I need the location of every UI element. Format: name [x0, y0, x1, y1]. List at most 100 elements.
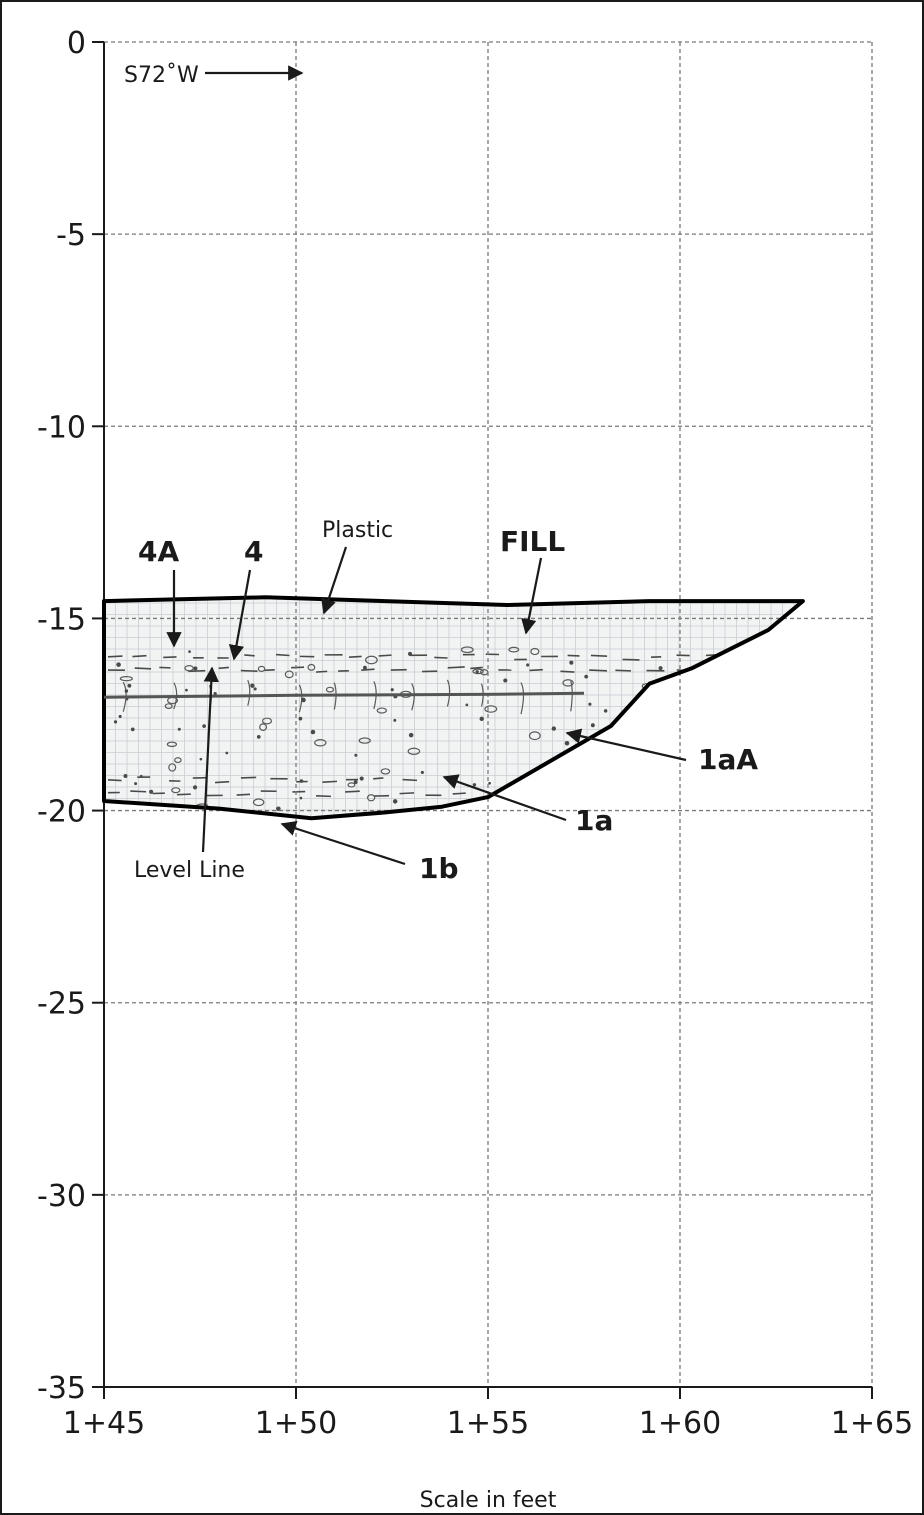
- sketch-pebble: [562, 679, 574, 687]
- sketch-dot: [558, 788, 562, 791]
- sketch-dot: [188, 650, 191, 653]
- sketch-dot: [465, 703, 469, 707]
- sketch-dot: [127, 683, 132, 688]
- sketch-pebble: [168, 763, 177, 772]
- sketch-pebble: [508, 646, 520, 653]
- sketch-dot: [130, 727, 135, 732]
- trench-outline: [102, 595, 805, 821]
- sketch-dash: [470, 666, 483, 670]
- sketch-dash: [348, 655, 362, 658]
- sketch-pebble: [695, 688, 707, 696]
- unit-label-fill: FILL: [500, 525, 565, 558]
- sketch-dot: [643, 755, 648, 760]
- sketch-dot: [353, 780, 358, 785]
- sketch-dot: [569, 660, 574, 665]
- sketch-bracket: [373, 681, 377, 710]
- sketch-pebble: [257, 665, 266, 672]
- sketch-dash: [291, 666, 305, 669]
- level-line: [103, 691, 585, 699]
- sketch-dot: [124, 689, 129, 693]
- sketch-dot: [299, 796, 303, 800]
- sketch-dot: [633, 763, 639, 769]
- sketch-dot: [632, 704, 637, 709]
- y-tick-label: -30: [37, 1179, 86, 1214]
- sketch-dot: [134, 782, 138, 786]
- sketch-dot: [202, 724, 206, 728]
- unit-label-1aa: 1aA: [698, 743, 758, 776]
- sketch-dash: [434, 656, 448, 659]
- sketch-dot: [116, 662, 121, 667]
- sketch-pebble: [380, 768, 391, 775]
- sketch-dash: [615, 669, 632, 672]
- sketch-dot: [393, 718, 397, 722]
- sketch-pebble: [407, 747, 421, 755]
- y-tick-label: -25: [37, 987, 86, 1022]
- x-tick-label: 1+60: [639, 1406, 721, 1441]
- sketch-dash: [447, 666, 465, 669]
- sketch-dash: [134, 667, 152, 670]
- sketch-pebble: [166, 741, 178, 748]
- sketch-bracket: [173, 682, 178, 710]
- sketch-dot: [192, 785, 198, 790]
- sketch-bracket: [446, 679, 451, 707]
- sketch-pebble: [664, 681, 675, 691]
- sketch-dot: [658, 666, 663, 671]
- unit-1a-arrow: [442, 774, 567, 822]
- sketch-dot: [256, 735, 261, 739]
- sketch-dot: [298, 716, 303, 721]
- sketch-dot: [213, 692, 217, 696]
- sketch-dash: [275, 653, 290, 657]
- sketch-dot: [116, 805, 120, 809]
- sketch-dash: [240, 669, 258, 673]
- sketch-dash: [590, 654, 608, 657]
- sketch-dot: [392, 799, 398, 804]
- sketch-pebble: [460, 646, 474, 654]
- sketch-dot: [123, 774, 128, 779]
- sketch-pebble: [164, 703, 173, 709]
- sketch-dot: [472, 783, 477, 787]
- sketch-pebble: [347, 782, 356, 788]
- sketch-dot: [488, 781, 491, 785]
- sketch-pebble: [530, 647, 540, 656]
- sketch-pebble: [472, 668, 484, 675]
- sketch-dot: [667, 750, 672, 754]
- sketch-dot: [363, 665, 367, 670]
- sketch-dash: [218, 666, 229, 670]
- plastic-arrow: [321, 546, 348, 615]
- sketch-dash: [361, 668, 375, 671]
- sketch-dot: [149, 789, 154, 794]
- sketch-dot: [561, 793, 565, 798]
- sketch-dot: [359, 776, 364, 781]
- y-tick-label: -5: [56, 218, 86, 253]
- sketch-dot: [603, 709, 608, 713]
- sketch-dash: [589, 669, 607, 672]
- unit-1b-arrow: [280, 820, 406, 866]
- sketch-dot: [250, 683, 255, 688]
- sketch-dot: [253, 687, 257, 691]
- sketch-dash: [188, 669, 206, 673]
- sketch-dash: [107, 779, 122, 782]
- unit-4-arrow: [228, 569, 252, 661]
- sketch-dot: [354, 753, 358, 757]
- sketch-dash: [345, 790, 360, 793]
- sketch-dot: [310, 729, 316, 735]
- sketch-dot: [177, 727, 181, 731]
- sketch-dash: [378, 654, 392, 657]
- unit-label-4a: 4A: [138, 535, 179, 568]
- sketch-dot: [526, 663, 530, 667]
- sketch-dash: [244, 654, 255, 657]
- y-tick-label: -10: [37, 410, 86, 445]
- sketch-dot: [479, 716, 484, 721]
- sketch-pebble: [252, 798, 265, 807]
- sketch-dash: [731, 655, 746, 659]
- sketch-dot: [276, 806, 281, 811]
- y-tick-label: -35: [37, 1371, 86, 1406]
- chart-grid: [104, 41, 873, 1387]
- sketch-dot: [535, 771, 540, 776]
- x-axis-ticks: 1+45 1+50 1+55 1+60 1+65: [63, 1387, 913, 1441]
- x-tick-label: 1+45: [63, 1406, 145, 1441]
- sketch-dash: [529, 668, 543, 672]
- sketch-dot: [588, 702, 592, 706]
